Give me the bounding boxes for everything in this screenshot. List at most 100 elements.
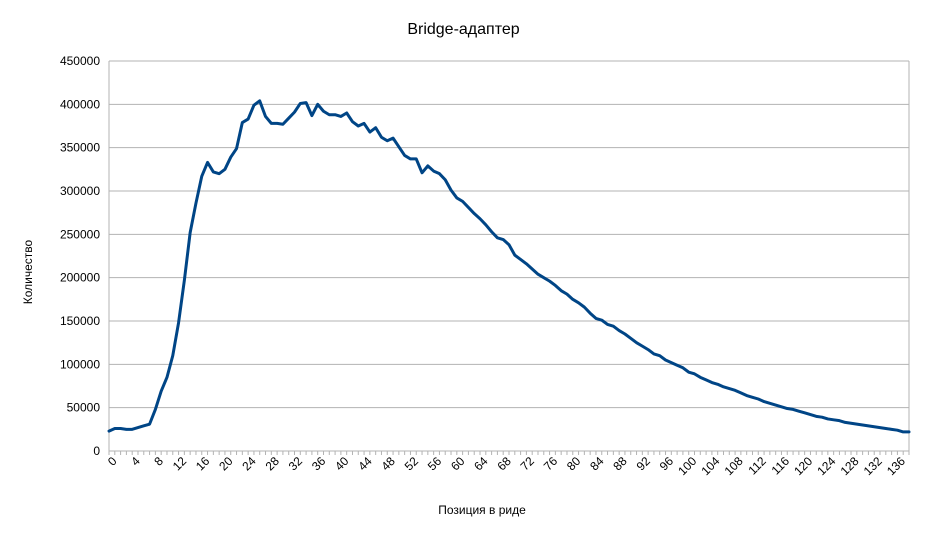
- y-tick-label: 450000: [60, 54, 100, 68]
- data-point: [300, 103, 301, 104]
- data-point: [137, 427, 138, 428]
- data-point: [161, 391, 162, 392]
- x-tick-label: 92: [634, 454, 654, 474]
- data-point: [775, 405, 776, 406]
- data-point: [532, 269, 533, 270]
- data-point: [717, 384, 718, 385]
- data-point: [642, 346, 643, 347]
- data-point: [155, 409, 156, 410]
- data-point: [909, 431, 910, 432]
- data-point: [358, 126, 359, 127]
- data-point: [364, 123, 365, 124]
- y-tick-label: 350000: [60, 141, 100, 155]
- data-point: [543, 277, 544, 278]
- data-point: [462, 201, 463, 202]
- data-point: [126, 429, 127, 430]
- data-point: [439, 173, 440, 174]
- data-point: [677, 365, 678, 366]
- data-point: [555, 285, 556, 286]
- data-point: [485, 224, 486, 225]
- x-tick-label: 32: [286, 454, 306, 474]
- data-point: [404, 155, 405, 156]
- data-point: [752, 397, 753, 398]
- data-point: [503, 239, 504, 240]
- x-tick-label: 76: [541, 454, 561, 474]
- data-point: [277, 123, 278, 124]
- data-point: [306, 102, 307, 103]
- data-point: [190, 232, 191, 233]
- data-point: [764, 401, 765, 402]
- data-point: [433, 171, 434, 172]
- data-point: [109, 431, 110, 432]
- data-point: [271, 123, 272, 124]
- x-tick-label: 88: [610, 454, 630, 474]
- data-point: [735, 390, 736, 391]
- data-point: [282, 124, 283, 125]
- x-tick-label: 4: [128, 454, 143, 469]
- data-point: [787, 408, 788, 409]
- data-point: [694, 373, 695, 374]
- data-point: [653, 353, 654, 354]
- data-point: [445, 179, 446, 180]
- x-tick-label: 20: [216, 454, 236, 474]
- y-tick-labels: 0 50000 100000 150000 200000 250000 300000 3500…: [60, 54, 100, 458]
- x-tick-label: 36: [309, 454, 329, 474]
- y-tick-label: 250000: [60, 227, 100, 241]
- data-point: [456, 197, 457, 198]
- data-point: [178, 322, 179, 323]
- data-point: [856, 424, 857, 425]
- x-tick-label: 48: [379, 454, 399, 474]
- data-point: [340, 116, 341, 117]
- data-point: [833, 419, 834, 420]
- data-point: [781, 406, 782, 407]
- data-point: [874, 426, 875, 427]
- data-point: [219, 173, 220, 174]
- data-point: [393, 138, 394, 139]
- data-point: [793, 409, 794, 410]
- data-point: [706, 379, 707, 380]
- data-point: [195, 203, 196, 204]
- data-point: [769, 403, 770, 404]
- data-point: [369, 132, 370, 133]
- y-tick-label: 400000: [60, 97, 100, 111]
- x-tick-label: 112: [745, 454, 769, 478]
- data-point: [862, 425, 863, 426]
- data-point: [422, 172, 423, 173]
- x-tick-label: 0: [105, 454, 120, 469]
- data-point: [590, 313, 591, 314]
- data-point: [526, 263, 527, 264]
- x-tick-label: 72: [518, 454, 538, 474]
- data-point: [132, 429, 133, 430]
- data-point: [242, 122, 243, 123]
- data-point: [584, 307, 585, 308]
- x-tick-label: 52: [402, 454, 422, 474]
- data-point: [329, 114, 330, 115]
- x-tick-label: 132: [861, 454, 885, 478]
- data-point: [480, 218, 481, 219]
- data-point: [474, 213, 475, 214]
- data-point: [491, 231, 492, 232]
- data-point: [427, 165, 428, 166]
- x-tick-label: 80: [564, 454, 584, 474]
- data-point: [201, 176, 202, 177]
- data-point: [166, 377, 167, 378]
- data-point: [143, 425, 144, 426]
- data-point: [416, 158, 417, 159]
- data-point: [149, 424, 150, 425]
- x-tick-label: 128: [838, 454, 862, 478]
- x-tick-labels: 0 4 8 12 16 20 24 28 32 36 40 44 48 52 56 60 64 68 72 76 80 8…: [105, 454, 908, 478]
- x-tick-label: 96: [657, 454, 677, 474]
- data-point: [595, 318, 596, 319]
- data-point: [839, 420, 840, 421]
- data-point: [230, 157, 231, 158]
- x-tick-label: 60: [448, 454, 468, 474]
- data-point: [885, 428, 886, 429]
- data-point: [740, 392, 741, 393]
- y-tick-label: 100000: [60, 357, 100, 371]
- data-point: [566, 294, 567, 295]
- data-point: [851, 423, 852, 424]
- data-point: [903, 431, 904, 432]
- data-point: [468, 207, 469, 208]
- x-tick-label: 16: [193, 454, 213, 474]
